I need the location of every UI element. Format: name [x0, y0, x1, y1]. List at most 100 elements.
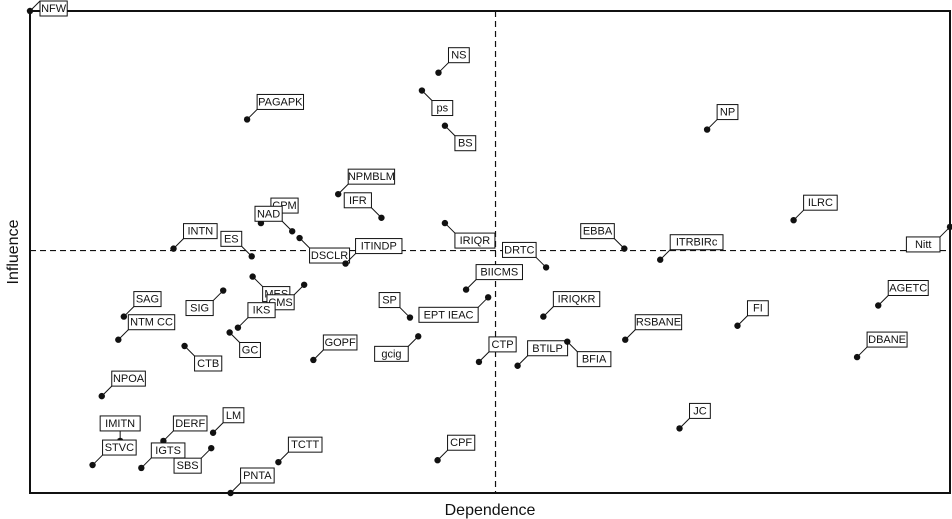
- label-box: [150, 442, 186, 459]
- point-imitn: IMITN: [99, 415, 141, 445]
- point-label: ES: [224, 233, 239, 245]
- label-box: [669, 234, 724, 251]
- label-box: [447, 434, 476, 451]
- data-point: [622, 336, 629, 343]
- label-box: [239, 341, 261, 358]
- data-point: [26, 7, 34, 15]
- point-label: ps: [437, 103, 449, 115]
- label-box: [172, 415, 208, 432]
- label-box: [905, 236, 941, 253]
- point-iks: IKS: [234, 302, 276, 331]
- point-iriqkr: IRIQKR: [540, 291, 601, 320]
- label-box: [576, 351, 612, 368]
- point-label: GOPF: [325, 337, 356, 349]
- point-label: SIG: [190, 303, 209, 315]
- point-btilp: BTILP: [514, 340, 569, 369]
- point-nitt: Nitt: [905, 223, 952, 253]
- data-point: [234, 324, 242, 331]
- label-box: [689, 402, 711, 419]
- point-derf: DERF: [160, 415, 208, 445]
- label-box: [194, 355, 223, 372]
- point-label: NAD: [257, 208, 280, 220]
- data-point: [441, 122, 449, 129]
- label-box: [185, 300, 214, 317]
- data-point: [676, 425, 683, 432]
- data-points: NFWNSpsBSPAGAPKNPNPMBLMILRCIFRCPMIRIQRNA…: [26, 0, 952, 497]
- data-point: [406, 314, 414, 321]
- point-label: NP: [720, 107, 735, 119]
- point-np: NP: [703, 104, 739, 133]
- y-axis-title: Influence: [5, 219, 22, 284]
- point-label: FI: [753, 303, 763, 315]
- label-box: [39, 0, 68, 17]
- data-point: [853, 353, 861, 361]
- data-point: [115, 336, 122, 343]
- point-label: DBANE: [868, 334, 906, 346]
- label-box: [111, 370, 146, 387]
- point-dsclr: DSCLR: [296, 234, 351, 264]
- point-ctb: CTB: [181, 342, 223, 372]
- point-stvc: STVC: [89, 439, 137, 469]
- label-box: [99, 415, 141, 432]
- label-box: [347, 168, 396, 185]
- point-igts: IGTS: [138, 442, 186, 472]
- data-point: [657, 256, 664, 263]
- label-box: [488, 336, 517, 353]
- label-box: [447, 47, 470, 64]
- data-point: [248, 253, 255, 260]
- label-box: [454, 135, 477, 152]
- point-label: SBS: [177, 460, 199, 472]
- data-point: [289, 228, 296, 235]
- data-point: [514, 362, 521, 369]
- point-label: NTM CC: [130, 317, 173, 329]
- data-point: [418, 87, 426, 94]
- data-point: [415, 333, 422, 340]
- label-box: [127, 314, 176, 331]
- point-label: ITINDP: [361, 241, 397, 253]
- point-tctt: TCTT: [275, 436, 323, 466]
- point-npmblm: NPMBLM: [335, 168, 396, 198]
- data-point: [208, 444, 215, 452]
- data-point: [342, 260, 349, 267]
- data-point: [227, 489, 234, 497]
- point-label: IRIQR: [460, 235, 491, 247]
- data-point: [98, 392, 105, 400]
- point-label: BS: [458, 138, 473, 150]
- label-box: [527, 340, 569, 357]
- data-point: [209, 429, 217, 436]
- data-point: [275, 458, 282, 466]
- label-box: [431, 100, 454, 117]
- point-itindp: ITINDP: [342, 238, 403, 267]
- point-label: CPF: [450, 437, 472, 449]
- data-point: [170, 245, 177, 252]
- point-jc: JC: [676, 402, 711, 432]
- data-point: [875, 302, 882, 309]
- data-point: [310, 356, 317, 364]
- point-drtc: DRTC: [502, 241, 550, 271]
- point-iriqr: IRIQR: [441, 219, 496, 249]
- data-point: [220, 287, 227, 294]
- point-bs: BS: [441, 122, 477, 152]
- point-label: BFIA: [582, 354, 607, 366]
- data-point: [564, 338, 571, 345]
- point-pnta: PNTA: [227, 467, 275, 497]
- point-label: IMITN: [105, 418, 135, 430]
- point-pagapk: PAGAPK: [243, 93, 305, 123]
- data-point: [89, 461, 96, 469]
- point-label: DERF: [175, 418, 205, 430]
- point-sp: SP: [378, 292, 414, 321]
- point-label: EBBA: [583, 226, 613, 238]
- point-label: BTILP: [532, 343, 563, 355]
- point-label: BIICMS: [480, 267, 518, 279]
- point-label: INTN: [187, 226, 213, 238]
- point-rsbane: RSBANE: [622, 314, 683, 343]
- label-box: [322, 334, 358, 351]
- point-label: CTB: [197, 358, 219, 370]
- data-point: [542, 264, 550, 271]
- point-label: IKS: [253, 305, 271, 317]
- data-point: [484, 294, 492, 301]
- point-label: ILRC: [808, 197, 833, 209]
- point-ebba: EBBA: [580, 223, 628, 252]
- point-ns: NS: [435, 47, 470, 76]
- label-box: [183, 223, 218, 240]
